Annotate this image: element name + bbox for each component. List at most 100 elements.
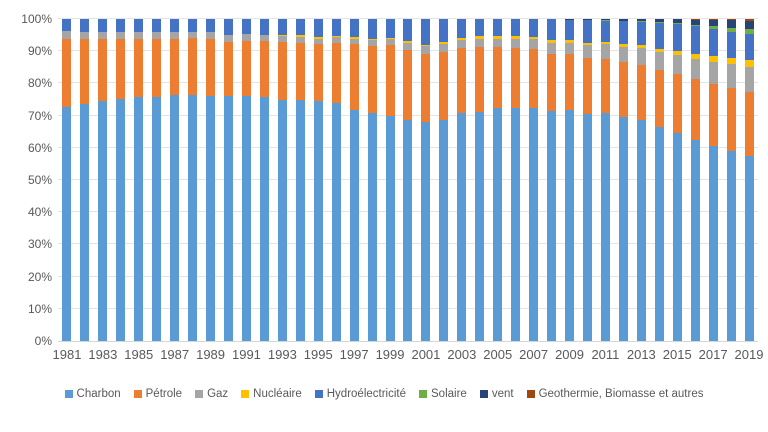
segment-p-trole [313,44,323,101]
bar-2019 [740,19,758,341]
stacked-bar [654,19,664,341]
segment-nucl-aire [385,38,395,40]
segment-hydro-lectricit- [547,19,557,41]
stacked-bar [403,19,413,341]
bar-1995 [309,19,327,341]
segment-charbon [313,100,323,341]
segment-hydro-lectricit- [726,31,736,58]
stacked-bar [600,19,610,341]
segment-hydro-lectricit- [206,19,216,33]
segment-p-trole [708,83,718,146]
stacked-bar [582,19,592,341]
stacked-bar [547,19,557,341]
segment-hydro-lectricit- [690,26,700,55]
x-tick-1983: 1983 [88,347,118,362]
stacked-bar [98,19,108,341]
segment-hydro-lectricit- [511,19,521,37]
segment-charbon [421,122,431,341]
legend-label: Hydroélectricité [326,388,406,400]
legend-label: vent [491,388,514,400]
bar-2000 [399,19,417,341]
x-tick-1997: 1997 [339,347,369,362]
bar-1996 [327,19,345,341]
stacked-bar [188,19,198,341]
segment-charbon [529,107,539,341]
stacked-bar [457,19,467,341]
segment-gaz [62,31,72,39]
y-tick-90: 90% [27,44,52,59]
segment-gaz [421,46,431,54]
legend-label: Nucléaire [253,388,302,400]
segment-gaz [708,61,718,84]
segment-nucl-aire [313,37,323,39]
bar-2008 [543,19,561,341]
segment-charbon [439,120,449,341]
segment-gaz [547,42,557,54]
segment-charbon [80,103,90,341]
x-tick-2011: 2011 [591,347,620,362]
bar-1994 [291,19,309,341]
legend-swatch-icon [479,390,488,398]
segment-p-trole [654,70,664,127]
legend-swatch-icon [314,390,323,398]
x-tick-2001: 2001 [411,347,441,362]
segment-charbon [385,115,395,341]
segment-p-trole [403,49,413,121]
bar-1983 [94,19,112,341]
segment-gaz [188,31,198,39]
segment-charbon [134,96,144,341]
segment-gaz [313,38,323,45]
segment-gaz [403,42,413,50]
segment-p-trole [277,41,287,101]
legend-item-geothermie-biomasse-et-autres: Geothermie, Biomasse et autres [526,388,704,400]
bar-2018 [722,19,740,341]
segment-vent [726,20,736,28]
legend: Charbon Pétrole Gaz Nucléaire Hydroélectrici… [0,388,768,400]
bar-1981 [58,19,76,341]
segment-hydro-lectricit- [600,20,610,42]
stacked-bar [80,19,90,341]
stacked-bar [367,19,377,341]
x-tick-2005: 2005 [483,347,513,362]
segment-nucl-aire [295,35,305,37]
legend-swatch-icon [526,390,535,398]
bar-2006 [507,19,525,341]
segment-hydro-lectricit- [636,21,646,46]
segment-gaz [170,32,180,39]
segment-p-trole [385,45,395,116]
segment-p-trole [529,49,539,108]
bar-2013 [632,19,650,341]
segment-hydro-lectricit- [170,19,180,33]
segment-gaz [134,32,144,39]
x-tick-2003: 2003 [447,347,477,362]
segment-gaz [152,31,162,39]
segment-charbon [116,98,126,341]
legend-label: Geothermie, Biomasse et autres [538,388,704,400]
segment-gaz [206,32,216,39]
bar-1992 [255,19,273,341]
legend-label: Gaz [207,388,229,400]
segment-nucl-aire [529,36,539,39]
stacked-bar [152,19,162,341]
segment-charbon [188,95,198,341]
legend-item-vent: vent [479,388,514,400]
segment-gaz [259,34,269,41]
segment-gaz [654,52,664,71]
legend-swatch-icon [133,390,142,398]
segment-p-trole [690,79,700,141]
segment-charbon [475,111,485,341]
segment-hydro-lectricit- [493,19,503,37]
bar-1998 [363,19,381,341]
segment-p-trole [134,38,144,97]
stacked-bar [295,19,305,341]
segment-charbon [331,103,341,341]
segment-gaz [457,40,467,48]
segment-hydro-lectricit- [134,19,144,33]
segment-geothermie-biomasse-et-autres [726,19,736,21]
segment-charbon [349,110,359,341]
segment-p-trole [582,58,592,114]
bar-2005 [489,19,507,341]
segment-hydro-lectricit- [457,19,467,38]
stacked-bar [313,19,323,341]
bar-1985 [130,19,148,341]
